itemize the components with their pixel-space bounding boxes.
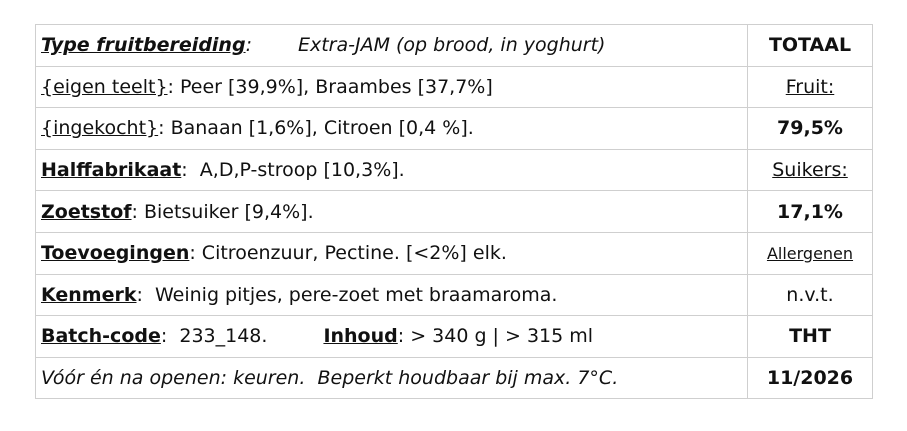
field-value: : > 340 g | > 315 ml [397, 325, 594, 348]
row: Halffabrikaat: A,D,P-stroop [10,3%]. Sui… [35, 148, 873, 192]
product-type: Extra-JAM (op brood, in yoghurt) [297, 34, 606, 57]
row: Kenmerk: Weinig pitjes, pere-zoet met br… [35, 273, 873, 317]
cell: {eigen teelt}: Peer [39,9%], Braambes [3… [35, 65, 748, 109]
field-value: : Bietsuiker [9,4%]. [131, 200, 314, 223]
header: TOTAAL [768, 34, 852, 57]
field-value: : Peer [39,9%], Braambes [37,7%] [167, 75, 493, 98]
row: Vóór én na openen: keuren. Beperkt houdb… [35, 356, 873, 400]
field-value: : 233_148. [160, 325, 268, 348]
row: Type fruitbereiding: Extra-JAM (op brood,… [35, 24, 873, 67]
value: 79,5% [777, 117, 843, 140]
field-value: : Citroenzuur, Pectine. [<2%] elk. [189, 242, 507, 265]
storage-note: Vóór én na openen: keuren. Beperkt houdb… [41, 367, 619, 390]
field-label: Kenmerk [41, 283, 137, 306]
cell: 11/2026 [747, 356, 873, 400]
value: n.v.t. [786, 283, 834, 306]
cell: Kenmerk: Weinig pitjes, pere-zoet met br… [35, 273, 748, 317]
cell: Suikers: [747, 148, 873, 192]
cell: Allergenen [747, 231, 873, 275]
heading: Suikers: [772, 159, 848, 182]
cell: Toevoegingen: Citroenzuur, Pectine. [<2%… [35, 231, 748, 275]
field-label: Type fruitbereiding [41, 34, 246, 57]
cell: Vóór én na openen: keuren. Beperkt houdb… [35, 356, 748, 400]
cell: Batch-code: 233_148. Inhoud: > 340 g | > … [35, 315, 748, 358]
cell: Zoetstof: Bietsuiker [9,4%]. [35, 190, 748, 233]
row: {eigen teelt}: Peer [39,9%], Braambes [3… [35, 65, 873, 109]
cell: TOTAAL [747, 24, 873, 67]
row: Zoetstof: Bietsuiker [9,4%]. 17,1% [35, 190, 873, 233]
row: {ingekocht}: Banaan [1,6%], Citroen [0,4… [35, 107, 873, 150]
heading: Allergenen [766, 243, 854, 263]
cell: 79,5% [747, 107, 873, 150]
heading: Fruit: [785, 75, 835, 98]
field-label: Toevoegingen [41, 242, 190, 265]
value: 11/2026 [766, 367, 854, 390]
field-label: Inhoud [323, 325, 398, 348]
field-label: {eigen teelt} [41, 75, 168, 98]
colon: : [245, 34, 252, 57]
cell: {ingekocht}: Banaan [1,6%], Citroen [0,4… [35, 107, 748, 150]
field-value: : Banaan [1,6%], Citroen [0,4 %]. [158, 117, 474, 140]
row: Toevoegingen: Citroenzuur, Pectine. [<2%… [35, 231, 873, 275]
field-label: Batch-code [41, 325, 161, 348]
row: Batch-code: 233_148. Inhoud: > 340 g | > … [35, 315, 873, 358]
cell: Fruit: [747, 65, 873, 109]
value: 17,1% [777, 200, 843, 223]
cell: Type fruitbereiding: Extra-JAM (op brood,… [35, 24, 748, 67]
field-value: : Weinig pitjes, pere-zoet met braamarom… [136, 283, 558, 306]
heading: THT [789, 325, 831, 348]
field-label: Halffabrikaat [41, 159, 182, 182]
cell: 17,1% [747, 190, 873, 233]
cell: Halffabrikaat: A,D,P-stroop [10,3%]. [35, 148, 748, 192]
cell: n.v.t. [747, 273, 873, 317]
cell: THT [747, 315, 873, 358]
label-table: Type fruitbereiding: Extra-JAM (op brood,… [35, 24, 873, 400]
field-value: : A,D,P-stroop [10,3%]. [181, 159, 405, 182]
field-label: Zoetstof [41, 200, 132, 223]
field-label: {ingekocht} [41, 117, 159, 140]
